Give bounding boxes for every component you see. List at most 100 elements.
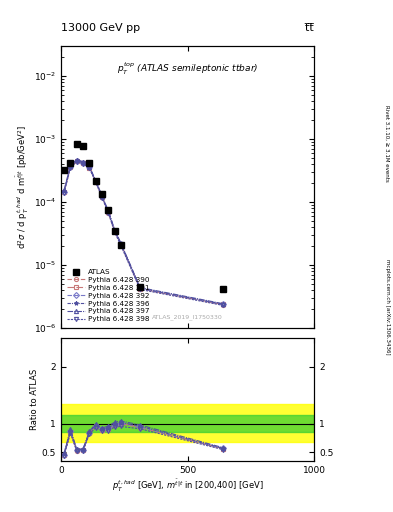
Pythia 6.428 390 xyxy=(112,228,117,234)
Pythia 6.428 397 xyxy=(100,193,105,199)
Pythia 6.428 392 xyxy=(87,164,92,170)
ATLAS xyxy=(112,228,117,234)
Pythia 6.428 397 xyxy=(87,164,92,170)
ATLAS xyxy=(119,242,123,248)
Pythia 6.428 397 xyxy=(220,301,225,307)
Pythia 6.428 391 xyxy=(68,164,73,170)
Pythia 6.428 396 xyxy=(100,194,105,200)
Text: ATLAS_2019_I1750330: ATLAS_2019_I1750330 xyxy=(152,314,223,319)
ATLAS xyxy=(87,160,92,166)
Pythia 6.428 398 xyxy=(119,243,123,249)
Pythia 6.428 392 xyxy=(106,209,111,216)
ATLAS xyxy=(100,191,105,197)
Pythia 6.428 398 xyxy=(62,190,66,196)
Pythia 6.428 396 xyxy=(106,209,111,215)
Pythia 6.428 397 xyxy=(74,157,79,163)
Pythia 6.428 396 xyxy=(138,285,143,291)
Pythia 6.428 397 xyxy=(112,227,117,233)
Pythia 6.428 398 xyxy=(87,165,92,172)
Line: Pythia 6.428 392: Pythia 6.428 392 xyxy=(62,159,224,307)
Pythia 6.428 391 xyxy=(112,228,117,234)
Pythia 6.428 390 xyxy=(119,242,123,248)
Pythia 6.428 396 xyxy=(87,164,92,170)
ATLAS xyxy=(138,284,143,290)
Pythia 6.428 391 xyxy=(87,165,92,171)
Pythia 6.428 396 xyxy=(94,178,98,184)
Pythia 6.428 390 xyxy=(62,189,66,195)
Pythia 6.428 396 xyxy=(81,159,85,165)
Pythia 6.428 397 xyxy=(94,178,98,184)
Pythia 6.428 390 xyxy=(94,179,98,185)
Pythia 6.428 398 xyxy=(94,179,98,185)
ATLAS xyxy=(94,178,98,184)
Pythia 6.428 398 xyxy=(100,195,105,201)
Pythia 6.428 392 xyxy=(68,164,73,170)
Pythia 6.428 390 xyxy=(68,164,73,170)
Line: Pythia 6.428 396: Pythia 6.428 396 xyxy=(62,158,224,306)
Pythia 6.428 398 xyxy=(138,286,143,292)
Pythia 6.428 392 xyxy=(94,178,98,184)
Pythia 6.428 392 xyxy=(100,194,105,200)
Pythia 6.428 398 xyxy=(74,159,79,165)
Y-axis label: d$^2\sigma$ / d p$_T^{t,had}$ d m$^{\bar{t}|t}$ [pb/GeV$^2$]: d$^2\sigma$ / d p$_T^{t,had}$ d m$^{\bar… xyxy=(15,125,31,249)
Line: Pythia 6.428 390: Pythia 6.428 390 xyxy=(62,159,224,307)
Bar xyxy=(61,415,314,432)
ATLAS xyxy=(106,207,111,213)
Line: ATLAS: ATLAS xyxy=(61,140,226,292)
Pythia 6.428 392 xyxy=(62,189,66,195)
Text: mcplots.cern.ch [arXiv:1306.3436]: mcplots.cern.ch [arXiv:1306.3436] xyxy=(385,260,389,355)
Line: Pythia 6.428 397: Pythia 6.428 397 xyxy=(62,158,224,306)
Pythia 6.428 390 xyxy=(220,302,225,308)
ATLAS xyxy=(81,143,85,149)
Pythia 6.428 391 xyxy=(81,160,85,166)
ATLAS xyxy=(68,160,73,166)
Pythia 6.428 390 xyxy=(87,165,92,171)
Pythia 6.428 390 xyxy=(100,194,105,200)
Legend: ATLAS, Pythia 6.428 390, Pythia 6.428 391, Pythia 6.428 392, Pythia 6.428 396, P: ATLAS, Pythia 6.428 390, Pythia 6.428 39… xyxy=(64,267,151,325)
Pythia 6.428 392 xyxy=(81,159,85,165)
Pythia 6.428 398 xyxy=(68,165,73,171)
Pythia 6.428 397 xyxy=(138,285,143,291)
Text: $p_T^{top}$ (ATLAS semileptonic ttbar): $p_T^{top}$ (ATLAS semileptonic ttbar) xyxy=(117,60,258,76)
Pythia 6.428 391 xyxy=(94,179,98,185)
Pythia 6.428 390 xyxy=(81,160,85,166)
Pythia 6.428 396 xyxy=(119,241,123,247)
X-axis label: $p_T^{t,had}$ [GeV], $m^{\bar{t}|t}$ in [200,400] [GeV]: $p_T^{t,had}$ [GeV], $m^{\bar{t}|t}$ in … xyxy=(112,477,263,494)
Pythia 6.428 390 xyxy=(106,209,111,216)
Pythia 6.428 391 xyxy=(119,242,123,248)
Pythia 6.428 390 xyxy=(74,158,79,164)
Pythia 6.428 397 xyxy=(106,208,111,214)
Text: t̅t̅: t̅t̅ xyxy=(306,23,314,33)
Pythia 6.428 396 xyxy=(74,157,79,163)
Pythia 6.428 392 xyxy=(138,285,143,291)
ATLAS xyxy=(74,140,79,146)
Text: 13000 GeV pp: 13000 GeV pp xyxy=(61,23,140,33)
Line: Pythia 6.428 391: Pythia 6.428 391 xyxy=(62,159,224,307)
Pythia 6.428 398 xyxy=(81,160,85,166)
Pythia 6.428 392 xyxy=(112,228,117,234)
Pythia 6.428 391 xyxy=(100,194,105,200)
Pythia 6.428 396 xyxy=(112,228,117,234)
Pythia 6.428 397 xyxy=(81,159,85,165)
Pythia 6.428 392 xyxy=(119,241,123,247)
Pythia 6.428 397 xyxy=(62,187,66,193)
Bar xyxy=(61,404,314,442)
Pythia 6.428 391 xyxy=(106,209,111,216)
Pythia 6.428 391 xyxy=(138,286,143,292)
Pythia 6.428 396 xyxy=(68,163,73,169)
Pythia 6.428 392 xyxy=(220,301,225,307)
Pythia 6.428 392 xyxy=(74,158,79,164)
Pythia 6.428 396 xyxy=(220,301,225,307)
Pythia 6.428 397 xyxy=(119,241,123,247)
Pythia 6.428 397 xyxy=(68,162,73,168)
Pythia 6.428 391 xyxy=(220,302,225,308)
Pythia 6.428 398 xyxy=(112,229,117,236)
ATLAS xyxy=(62,167,66,174)
Pythia 6.428 391 xyxy=(62,189,66,195)
Text: Rivet 3.1.10, ≥ 3.1M events: Rivet 3.1.10, ≥ 3.1M events xyxy=(385,105,389,182)
ATLAS xyxy=(220,286,225,292)
Line: Pythia 6.428 398: Pythia 6.428 398 xyxy=(62,160,224,307)
Pythia 6.428 398 xyxy=(106,210,111,217)
Pythia 6.428 396 xyxy=(62,188,66,194)
Pythia 6.428 391 xyxy=(74,158,79,164)
